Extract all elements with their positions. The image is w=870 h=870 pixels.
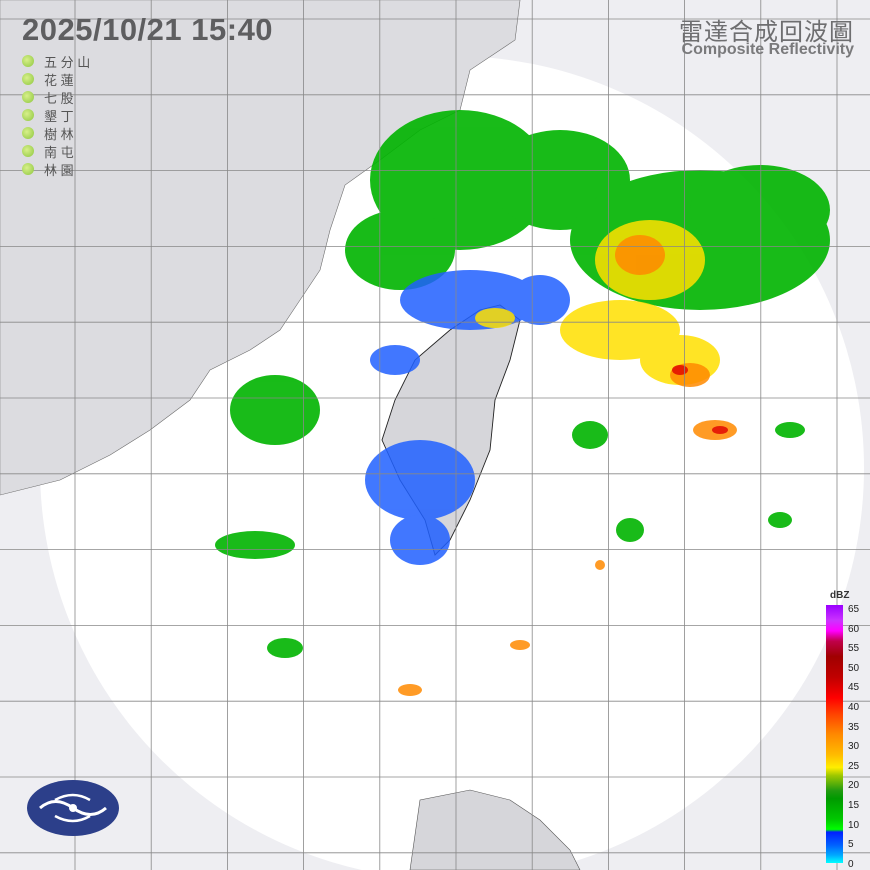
station-dot-icon — [22, 163, 34, 175]
title-english: Composite Reflectivity — [681, 41, 854, 58]
colorbar-tick-label: 65 — [848, 604, 860, 615]
colorbar — [826, 605, 843, 863]
colorbar-tick-label: 30 — [848, 741, 860, 753]
station-dot-icon — [22, 55, 34, 67]
datetime-label: 2025/10/21 15:40 — [22, 12, 274, 47]
colorbar-tick-label: 35 — [848, 721, 860, 733]
station-item: 五 分 山 — [22, 52, 104, 70]
mainland-landmass — [0, 0, 521, 496]
colorbar-tick-label: 10 — [848, 819, 860, 831]
colorbar-tick-label: 60 — [848, 623, 860, 635]
colorbar-tick-label: 45 — [848, 682, 860, 694]
colorbar-tick-label: 15 — [848, 800, 860, 811]
radar-echoes — [215, 110, 830, 696]
colorbar-tick-label: 55 — [848, 643, 860, 655]
station-dot-icon — [22, 73, 34, 85]
station-item: 花 蓮 — [22, 70, 104, 88]
station-item: 墾 丁 — [22, 106, 104, 124]
station-dot-icon — [22, 91, 34, 103]
station-dot-icon — [22, 145, 34, 157]
colorbar-tick-label: 20 — [848, 780, 860, 792]
colorbar-tick-label: 0 — [848, 858, 854, 870]
station-item: 樹 林 — [22, 124, 104, 142]
radar-station-list: 五 分 山 花 蓮 七 股 墾 丁 樹 林 南 屯 林 園 — [22, 52, 104, 178]
station-dot-icon — [22, 127, 34, 139]
cwa-logo-icon — [27, 780, 119, 836]
station-item: 南 屯 — [22, 142, 104, 160]
colorbar-tick-label: 50 — [848, 662, 860, 674]
colorbar-tick-label: 25 — [848, 760, 860, 772]
colorbar-unit: dBZ — [830, 590, 850, 601]
colorbar-tick-label: 40 — [848, 702, 860, 713]
colorbar-tick-label: 5 — [848, 839, 854, 851]
station-dot-icon — [22, 109, 34, 121]
station-item: 七 股 — [22, 88, 104, 106]
philippines-landmass — [409, 789, 581, 870]
title-chinese: 雷達合成回波圖 — [679, 19, 854, 46]
station-item: 林 園 — [22, 160, 104, 178]
